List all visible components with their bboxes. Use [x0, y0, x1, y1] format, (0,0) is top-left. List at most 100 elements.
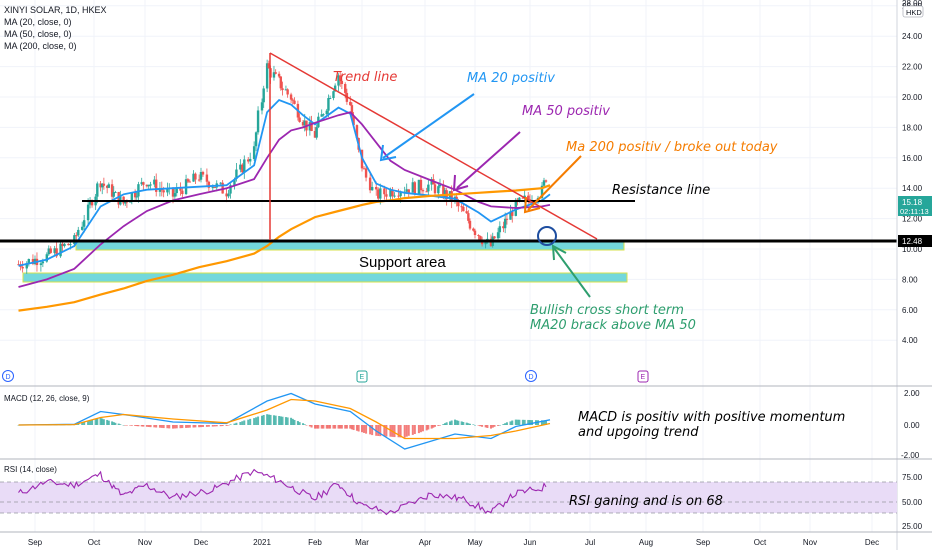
macd-histogram-bar — [81, 422, 84, 425]
candle-body — [27, 259, 31, 264]
candle-body — [211, 187, 215, 189]
macd-histogram-bar — [267, 414, 270, 425]
macd-histogram-bar — [99, 417, 102, 425]
macd-histogram-bar — [543, 420, 545, 425]
candle-body — [59, 243, 62, 257]
candle-body — [248, 158, 252, 162]
candle-body — [425, 191, 428, 193]
macd-histogram-bar — [344, 425, 347, 429]
candle-body — [47, 248, 50, 255]
macd-histogram-bar — [484, 425, 487, 428]
candle-body — [128, 201, 132, 203]
annotation-ma200: Ma 200 positiv / broke out today — [566, 140, 778, 155]
candle-body — [158, 188, 162, 192]
event-marker-e2[interactable]: E — [637, 370, 649, 383]
candle-body — [349, 101, 352, 106]
macd-histogram-bar — [122, 425, 125, 426]
candle-body — [272, 72, 276, 78]
price-axis[interactable]: 4.00 6.00 8.00 10.00 12.00 14.00 16.00 18.00 20.… — [902, 2, 923, 345]
candle-body — [338, 75, 342, 81]
time-tick-label: Sep — [28, 538, 43, 547]
macd-histogram-bar — [207, 425, 210, 427]
macd-histogram-bar — [249, 418, 252, 425]
candle-body — [49, 248, 52, 253]
time-axis[interactable]: Sep Oct Nov Dec 2021 Feb Mar Apr May Jun Jul Aug Sep… — [28, 538, 879, 547]
event-marker-e1[interactable]: E — [356, 370, 368, 383]
currency-badge[interactable] — [902, 5, 924, 18]
price-axis-top-label: 28.00 — [902, 0, 923, 8]
candle-body — [473, 230, 477, 236]
candle-body — [25, 263, 28, 269]
price-tick-label: 4.00 — [902, 336, 918, 345]
candle-body — [443, 190, 447, 198]
macd-histogram-bar — [229, 424, 232, 425]
trend-line[interactable] — [269, 52, 598, 240]
macd-histogram-bar — [119, 424, 122, 425]
event-marker-d2[interactable]: D — [525, 370, 537, 382]
candle-body — [99, 183, 102, 188]
event-marker-e1-text: E — [360, 374, 365, 381]
macd-histogram-bar — [365, 425, 368, 434]
macd-histogram-bar — [225, 425, 228, 426]
candle-body — [105, 185, 109, 188]
macd-histogram-bar — [198, 425, 201, 428]
macd-histogram-bar — [371, 425, 374, 436]
macd-label: MACD (12, 26, close, 9) — [4, 394, 90, 403]
candle-body — [509, 211, 512, 220]
macd-histogram-bar — [145, 425, 148, 427]
macd-histogram-bar — [149, 425, 152, 428]
candle-body — [199, 171, 203, 180]
macd-histogram-bar — [205, 425, 208, 427]
macd-histogram-bar — [137, 425, 140, 427]
time-tick-label: Apr — [419, 538, 432, 547]
event-marker-e2-text: E — [641, 374, 646, 381]
support-zone-lower — [22, 272, 628, 283]
candle-body — [219, 182, 222, 184]
candle-body — [364, 168, 368, 178]
symbol-title: XINYI SOLAR, 1D, HKEX — [4, 5, 107, 15]
macd-histogram-bar — [274, 415, 277, 425]
candle-body — [69, 244, 72, 246]
candle-body — [31, 259, 35, 265]
candle-body — [389, 190, 392, 197]
macd-histogram-bar — [172, 425, 174, 429]
macd-histogram-bar — [465, 422, 468, 425]
macd-histogram-bar — [213, 425, 216, 427]
time-tick-label: Nov — [138, 538, 152, 547]
macd-histogram-bar — [450, 420, 453, 425]
macd-histogram-bar — [337, 425, 340, 429]
macd-histogram-bar — [91, 419, 94, 425]
macd-histogram-bar — [455, 420, 458, 425]
macd-histogram-bar — [385, 425, 388, 437]
macd-histogram-bar — [329, 425, 332, 429]
gridlines — [0, 0, 897, 532]
macd-histogram-bar — [405, 425, 408, 437]
candle-body — [256, 110, 260, 133]
candle-body — [186, 179, 190, 182]
candle-body — [201, 171, 205, 175]
macd-histogram-bar — [514, 419, 517, 425]
candle-body — [433, 184, 437, 194]
candle-body — [301, 122, 305, 126]
annotation-bullish-2: MA20 brack above MA 50 — [530, 318, 696, 333]
candle-body — [298, 117, 301, 123]
ma-lines — [18, 98, 551, 312]
candle-body — [325, 110, 328, 115]
candle-body — [450, 191, 453, 202]
macd-histogram-bar — [255, 417, 258, 425]
macd-histogram-bar — [158, 425, 161, 428]
event-marker-d1[interactable]: D — [2, 370, 14, 382]
macd-histogram-bar — [124, 425, 127, 426]
macd-histogram-bar — [545, 420, 547, 425]
macd-histogram-bar — [142, 425, 145, 427]
price-tick-label: 16.00 — [902, 154, 923, 163]
candle-body — [313, 131, 317, 138]
candle-body — [479, 235, 482, 241]
candle-body — [162, 190, 165, 193]
macd-histogram-bar — [135, 425, 138, 427]
candle-body — [213, 187, 216, 189]
last-price-badge — [898, 196, 932, 216]
candle-body — [265, 63, 269, 89]
macd-histogram-bar — [327, 425, 330, 429]
